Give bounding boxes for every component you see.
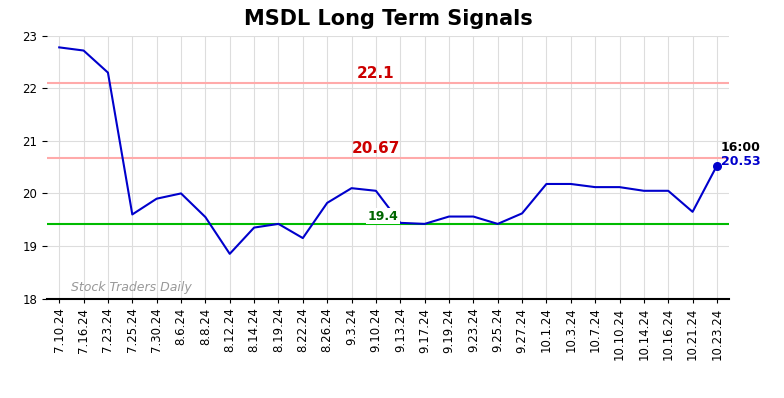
- Text: 20.53: 20.53: [720, 154, 760, 168]
- Text: 16:00: 16:00: [720, 141, 760, 154]
- Text: 22.1: 22.1: [357, 66, 394, 81]
- Point: [710, 162, 723, 169]
- Text: Stock Traders Daily: Stock Traders Daily: [71, 281, 192, 294]
- Text: 19.4: 19.4: [368, 210, 398, 223]
- Title: MSDL Long Term Signals: MSDL Long Term Signals: [244, 9, 532, 29]
- Text: 20.67: 20.67: [352, 141, 400, 156]
